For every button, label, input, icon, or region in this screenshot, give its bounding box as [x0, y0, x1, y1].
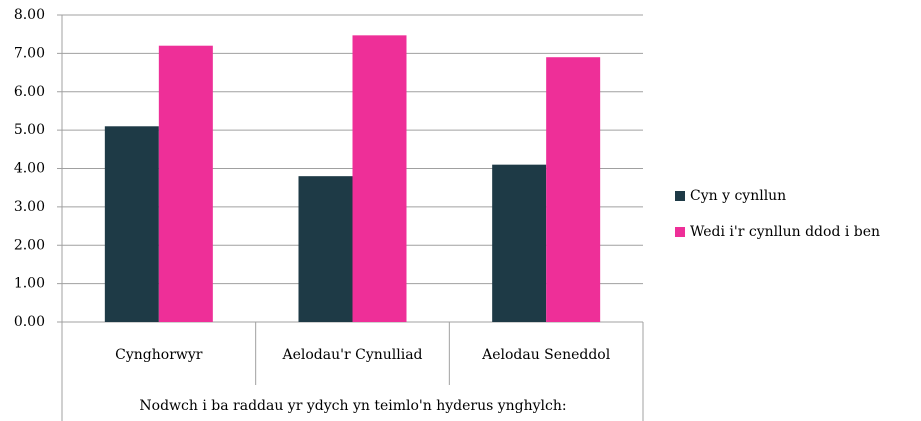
- y-tick-label: 4.00: [14, 161, 45, 177]
- x-tick-label: Cynghorwyr: [115, 347, 203, 363]
- y-tick-label: 6.00: [14, 84, 45, 100]
- y-tick-label: 0.00: [14, 314, 45, 330]
- bar: [546, 57, 601, 323]
- y-tick-label: 5.00: [14, 122, 45, 138]
- x-axis-title: Nodwch i ba raddau yr ydych yn teimlo'n …: [139, 398, 566, 414]
- bar: [352, 35, 407, 323]
- y-tick-label: 1.00: [14, 276, 45, 292]
- y-tick-label: 8.00: [14, 7, 45, 23]
- bar: [492, 164, 547, 322]
- bar: [298, 176, 353, 322]
- legend-swatch: [675, 227, 685, 237]
- bar: [104, 126, 159, 322]
- legend-label: Cyn y cynllun: [690, 188, 786, 204]
- y-tick-label: 3.00: [14, 199, 45, 215]
- legend-swatch: [675, 191, 685, 201]
- x-tick-label: Aelodau'r Cynulliad: [281, 347, 422, 363]
- legend-label: Wedi i'r cynllun ddod i ben: [690, 224, 880, 240]
- x-tick-label: Aelodau Seneddol: [481, 347, 611, 363]
- bar: [158, 45, 213, 322]
- y-tick-label: 7.00: [14, 45, 45, 61]
- y-tick-label: 2.00: [14, 237, 45, 253]
